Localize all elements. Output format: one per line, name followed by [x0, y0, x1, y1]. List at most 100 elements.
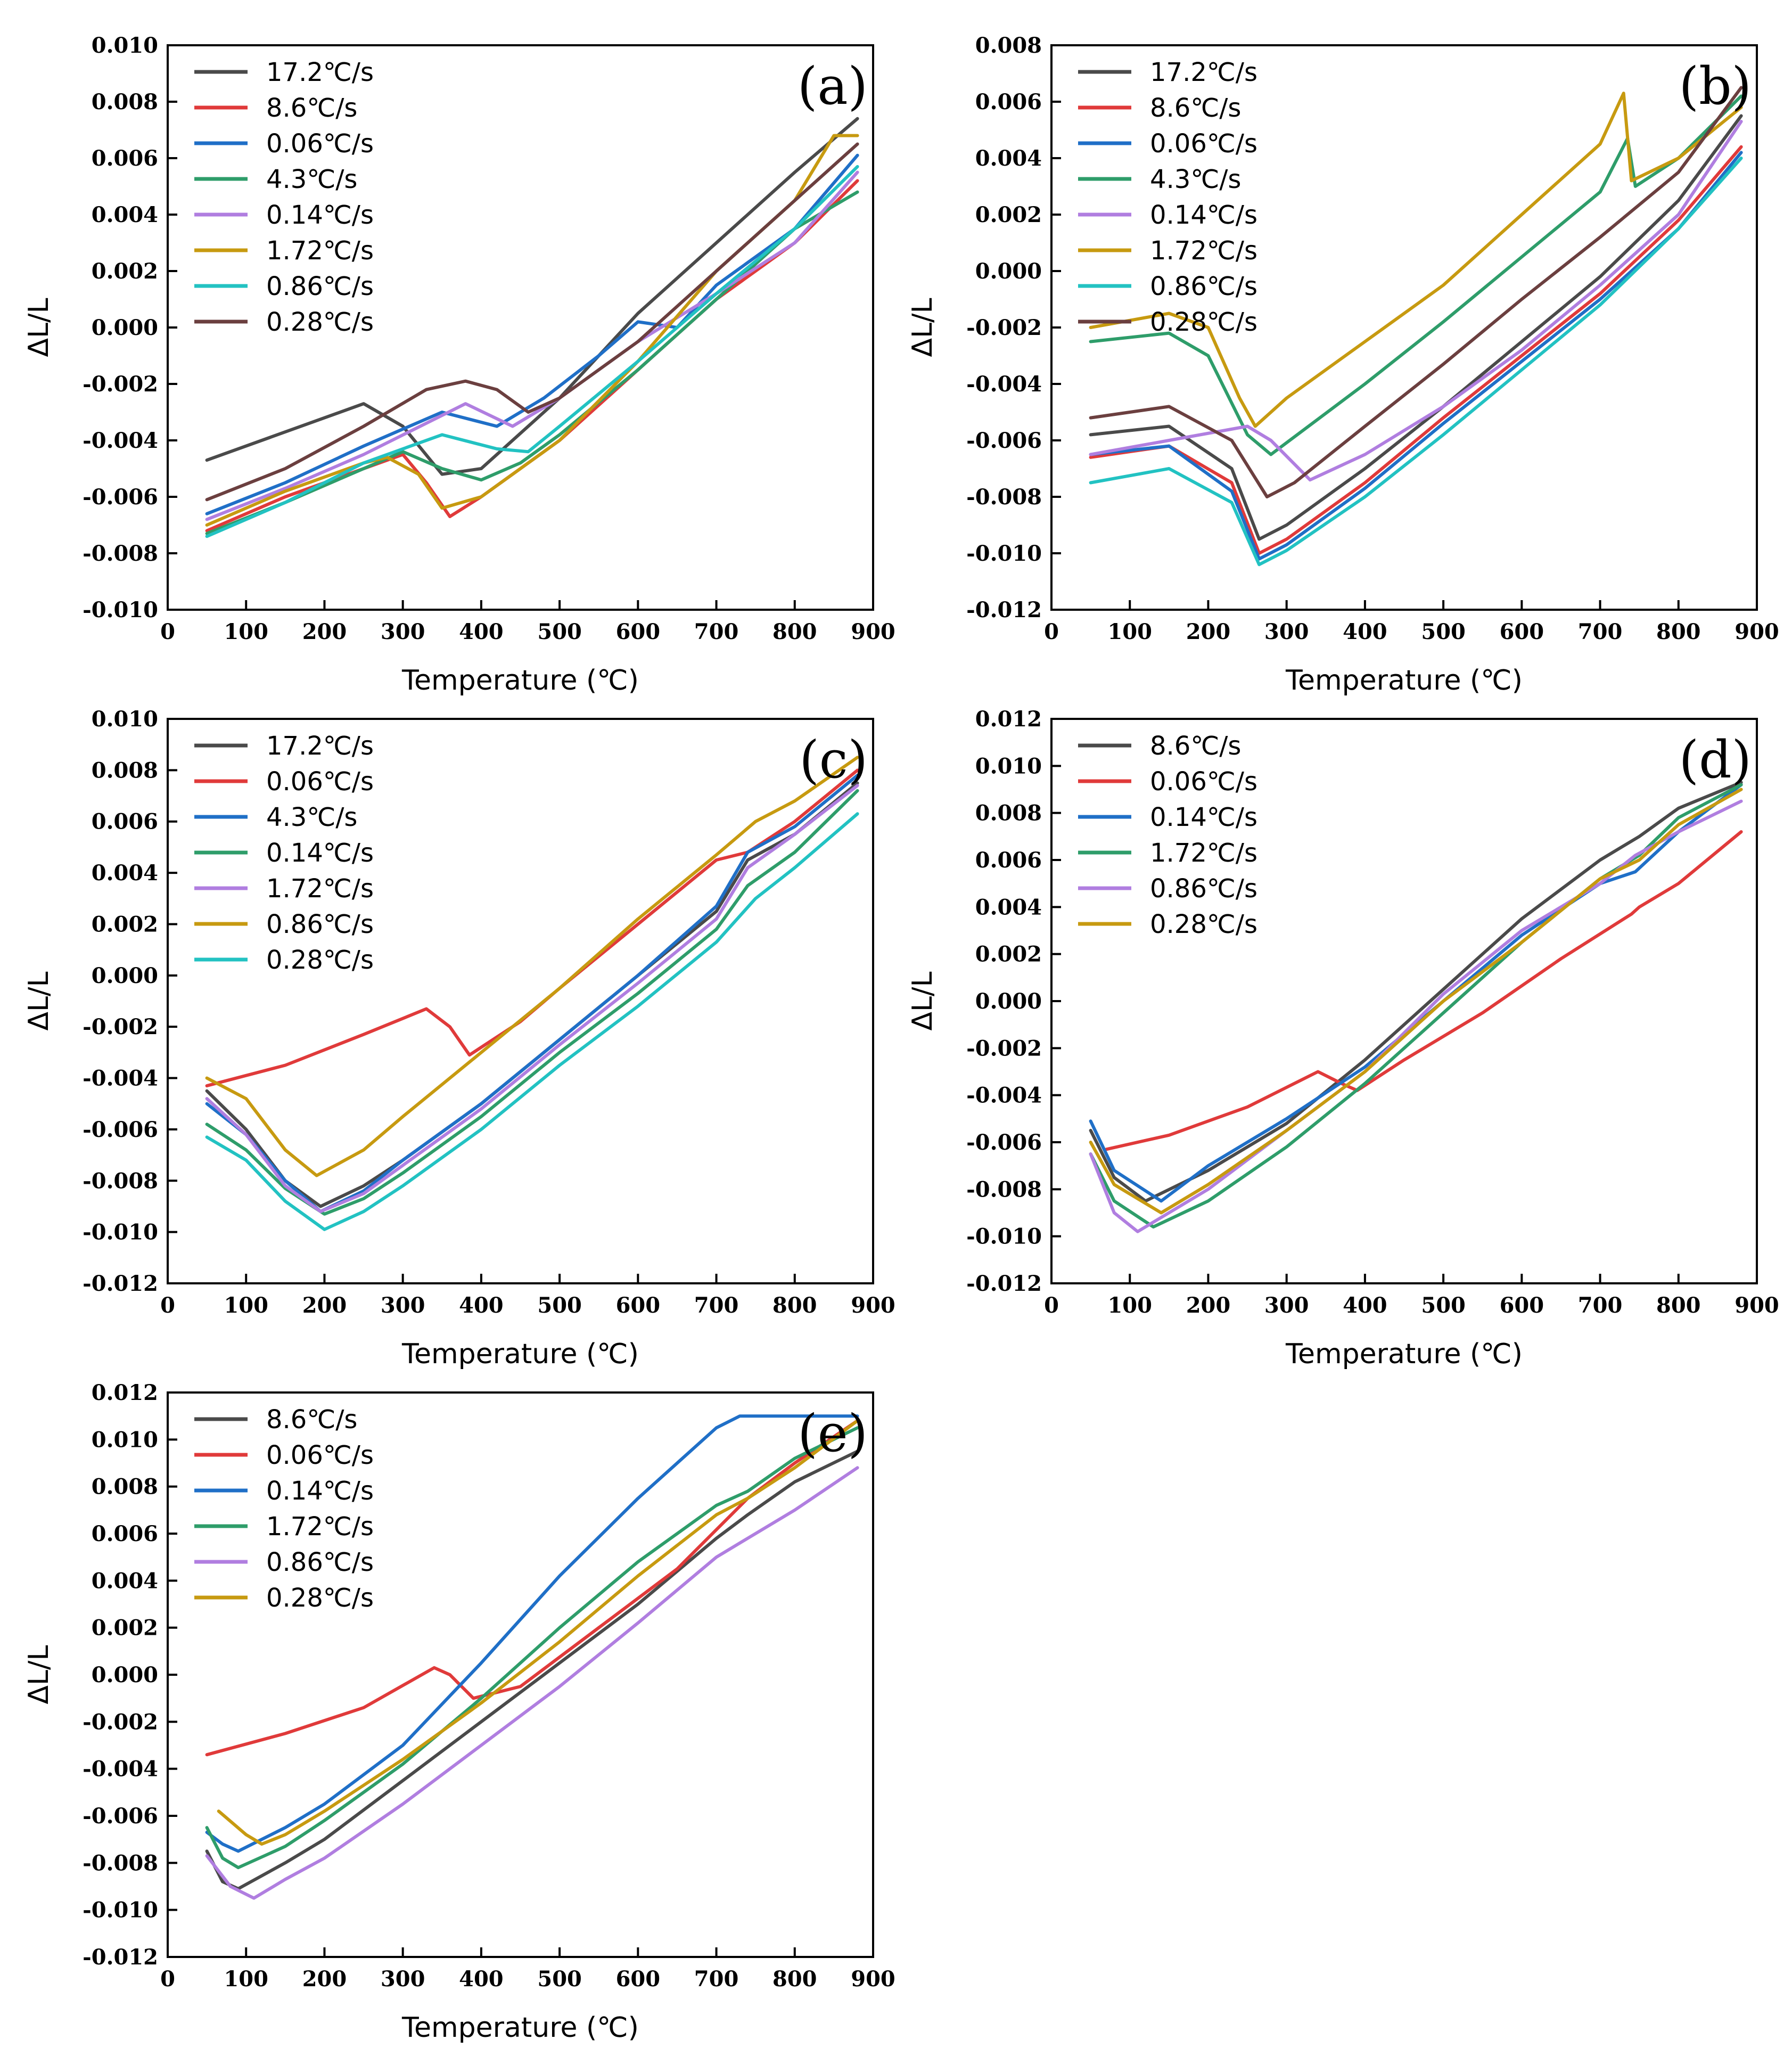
x-tick-label: 300: [1264, 619, 1309, 644]
y-tick-label: -0.002: [83, 372, 158, 397]
chart-panel-0: 0 100 200 300 400 500 600 700 800 900 -0.010 -0.008…: [23, 33, 895, 697]
x-tick-label: 300: [381, 1293, 425, 1318]
y-tick-label: 0.006: [92, 1521, 158, 1546]
series-line-1.72℃/s: [205, 784, 859, 1214]
y-tick-label: 0.002: [92, 912, 158, 937]
x-tick-label: 800: [772, 619, 817, 644]
y-tick-label: -0.006: [966, 428, 1042, 453]
panel-label: (e): [798, 1404, 868, 1463]
series-line-0.86℃/s: [205, 756, 859, 1177]
y-tick-label: 0.002: [92, 1616, 158, 1641]
y-tick-label: 0.000: [975, 259, 1042, 284]
series-line-0.06℃/s: [1105, 830, 1743, 1151]
y-tick-label: -0.004: [966, 372, 1042, 397]
x-tick-label: 0: [1044, 1293, 1059, 1318]
legend-label: 0.28℃/s: [1150, 910, 1257, 939]
x-tick-label: 700: [694, 619, 739, 644]
y-tick-label: 0.012: [92, 1380, 158, 1405]
legend-label: 0.86℃/s: [266, 910, 374, 939]
y-tick-label: -0.008: [83, 1168, 158, 1193]
panel-label: (b): [1679, 56, 1752, 116]
legend-label: 4.3℃/s: [266, 802, 357, 832]
y-tick-label: -0.012: [966, 597, 1042, 622]
x-tick-label: 500: [537, 619, 582, 644]
x-axis-title: Temperature (℃): [1285, 665, 1523, 697]
x-tick-label: 500: [537, 1293, 582, 1318]
y-tick-label: -0.006: [83, 1804, 158, 1829]
legend-label: 0.86℃/s: [266, 272, 374, 301]
chart-panel-3: 0 100 200 300 400 500 600 700 800 900 -0.012 -0.010…: [907, 707, 1779, 1370]
series-line-17.2℃/s: [1089, 114, 1743, 541]
legend-label: 4.3℃/s: [266, 165, 357, 194]
series-line-0.86℃/s: [205, 165, 859, 538]
y-tick-label: 0.004: [92, 202, 158, 227]
y-tick-label: 0.002: [975, 942, 1042, 967]
y-tick-label: -0.006: [83, 1117, 158, 1142]
x-axis-title: Temperature (℃): [401, 1338, 639, 1370]
series-line-8.6℃/s: [1089, 145, 1743, 555]
legend-label: 8.6℃/s: [1150, 93, 1241, 123]
y-tick-label: -0.002: [966, 1036, 1042, 1061]
legend-label: 0.06℃/s: [1150, 129, 1257, 159]
x-tick-label: 600: [1500, 619, 1544, 644]
legend-label: 1.72℃/s: [266, 1512, 374, 1542]
y-tick-label: 0.004: [975, 895, 1042, 920]
y-tick-label: 0.000: [92, 963, 158, 988]
y-tick-label: -0.012: [83, 1945, 158, 1970]
y-axis-title: ΔL/L: [23, 1645, 55, 1704]
y-tick-label: 0.002: [975, 202, 1042, 227]
y-tick-label: 0.004: [92, 861, 158, 886]
x-axis-title: Temperature (℃): [401, 665, 639, 697]
legend-label: 0.28℃/s: [1150, 307, 1257, 337]
y-tick-label: 0.008: [92, 758, 158, 783]
x-tick-label: 0: [160, 1967, 175, 1992]
y-axis-title: ΔL/L: [23, 298, 55, 357]
y-tick-label: -0.010: [83, 1898, 158, 1923]
y-tick-label: 0.010: [92, 33, 158, 58]
legend-label: 0.14℃/s: [266, 200, 374, 230]
x-tick-label: 200: [302, 1967, 347, 1992]
legend-label: 1.72℃/s: [1150, 838, 1257, 868]
x-tick-label: 800: [1656, 1293, 1701, 1318]
x-tick-label: 400: [1343, 619, 1387, 644]
series-line-0.14℃/s: [205, 170, 859, 521]
legend-label: 17.2℃/s: [266, 731, 374, 761]
x-tick-label: 600: [1500, 1293, 1544, 1318]
y-tick-label: 0.004: [92, 1568, 158, 1593]
series-line-1.72℃/s: [205, 1426, 859, 1870]
legend-label: 0.28℃/s: [266, 307, 374, 337]
y-tick-label: 0.008: [92, 89, 158, 114]
x-tick-label: 600: [616, 1293, 661, 1318]
x-axis-title: Temperature (℃): [1285, 1338, 1523, 1370]
y-tick-label: -0.008: [966, 485, 1042, 510]
legend-label: 0.06℃/s: [1150, 767, 1257, 797]
chart-panel-1: 0 100 200 300 400 500 600 700 800 900 -0.012 -0.010…: [907, 33, 1779, 697]
legend-label: 0.14℃/s: [1150, 802, 1257, 832]
legend-label: 0.86℃/s: [1150, 874, 1257, 904]
series-line-0.06℃/s: [205, 153, 859, 515]
series-line-0.86℃/s: [205, 1466, 859, 1900]
y-tick-label: 0.012: [975, 707, 1042, 732]
y-tick-label: -0.012: [83, 1271, 158, 1296]
series-line-0.86℃/s: [1089, 157, 1743, 567]
legend-label: 0.86℃/s: [266, 1547, 374, 1577]
legend-label: 0.28℃/s: [266, 1583, 374, 1613]
legend-label: 8.6℃/s: [1150, 731, 1241, 761]
y-tick-label: 0.006: [975, 89, 1042, 114]
y-tick-label: 0.008: [92, 1475, 158, 1500]
y-tick-label: -0.002: [83, 1014, 158, 1039]
y-tick-label: -0.004: [83, 428, 158, 453]
y-tick-label: 0.000: [92, 1662, 158, 1688]
legend-label: 8.6℃/s: [266, 1405, 357, 1435]
x-tick-label: 900: [851, 619, 895, 644]
y-tick-label: -0.004: [966, 1083, 1042, 1108]
panel-label: (c): [799, 730, 868, 790]
y-tick-label: -0.012: [966, 1271, 1042, 1296]
y-tick-label: 0.000: [975, 989, 1042, 1014]
legend-label: 0.14℃/s: [266, 838, 374, 868]
legend-label: 4.3℃/s: [1150, 165, 1241, 194]
series-line-4.3℃/s: [1089, 94, 1743, 456]
x-tick-label: 400: [1343, 1293, 1387, 1318]
y-tick-label: -0.002: [966, 315, 1042, 340]
x-tick-label: 300: [1264, 1293, 1309, 1318]
